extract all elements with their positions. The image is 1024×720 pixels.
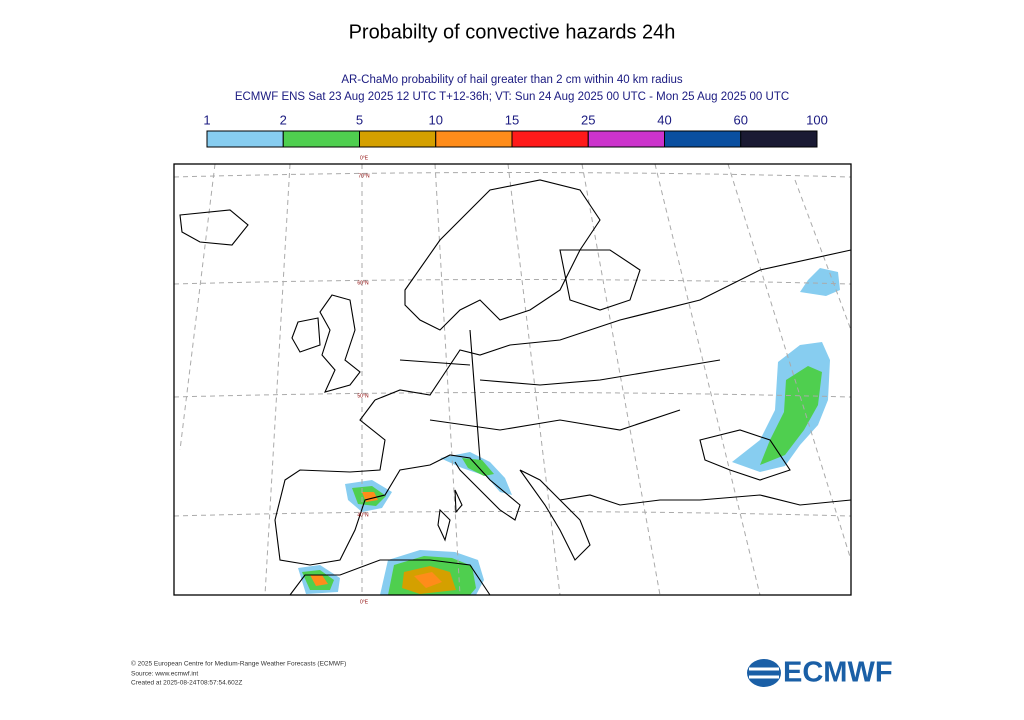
hazard-area: [760, 366, 822, 465]
colorbar-box: [587, 130, 665, 148]
colorbar-label: 40: [657, 112, 671, 127]
lat-label: 40°N: [357, 512, 369, 518]
subtitle: AR-ChaMo probability of hail greater tha…: [341, 74, 683, 86]
subtitle: ECMWF ENS Sat 23 Aug 2025 12 UTC T+12-36…: [235, 91, 789, 103]
hazard-areas: [298, 268, 840, 595]
map-frame: [173, 163, 852, 596]
hazard-area: [310, 575, 328, 586]
footer-line: © 2025 European Centre for Medium-Range …: [131, 660, 346, 668]
logo-text: ECMWF: [783, 657, 893, 689]
colorbar-box: [359, 130, 437, 148]
map: 0°E 70°N 60°N 50°N 40°N 0°E: [173, 155, 852, 605]
colorbar-label: 5: [356, 112, 363, 127]
footer: © 2025 European Centre for Medium-Range …: [131, 660, 346, 687]
colorbar: 1 2 5 10 15 25 40 60 100: [203, 112, 828, 148]
lat-label: 50°N: [357, 393, 369, 399]
title: Probabilty of convective hazards 24h: [349, 21, 676, 43]
colorbar-box: [511, 130, 589, 148]
lon-label: 0°E: [360, 155, 369, 161]
colorbar-box: [740, 130, 818, 148]
colorbar-box: [435, 130, 513, 148]
hazard-area: [440, 452, 512, 495]
lat-label: 70°N: [358, 173, 370, 179]
colorbar-box: [282, 130, 360, 148]
graticule: [173, 163, 852, 596]
colorbar-label: 2: [280, 112, 287, 127]
logo-icon-lines: [749, 667, 779, 679]
map-labels: 0°E 70°N 60°N 50°N 40°N 0°E: [357, 155, 370, 605]
logo-icon: [747, 659, 781, 687]
colorbar-box: [206, 130, 284, 148]
colorbar-label: 10: [429, 112, 443, 127]
colorbar-label: 60: [734, 112, 748, 127]
hazard-area: [414, 572, 442, 588]
colorbar-label: 100: [806, 112, 828, 127]
map-background: [174, 164, 851, 595]
lat-label: 60°N: [357, 280, 369, 286]
colorbar-box: [664, 130, 742, 148]
logo: ECMWF: [747, 657, 893, 689]
footer-line: Source: www.ecmwf.int: [131, 671, 198, 678]
lon-label: 0°E: [360, 599, 369, 605]
colorbar-label: 15: [505, 112, 519, 127]
colorbar-label: 1: [203, 112, 210, 127]
footer-line: Created at 2025-08-24T08:57:54.602Z: [131, 680, 242, 687]
colorbar-label: 25: [581, 112, 595, 127]
coastlines: [179, 179, 852, 596]
